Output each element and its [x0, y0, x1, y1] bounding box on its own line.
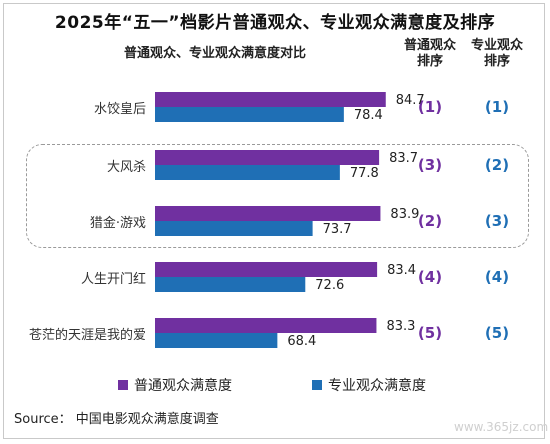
rank-pro: (4): [484, 268, 510, 286]
value-label-general: 83.9: [390, 207, 419, 222]
rank-general: (3): [417, 156, 443, 174]
bar-pro: [155, 277, 306, 292]
category-label: 大风杀: [106, 160, 146, 175]
subtitle-text: 普通观众、专业观众满意度对比: [123, 46, 306, 61]
legend-label-general: 普通观众满意度: [134, 378, 232, 394]
value-label-general: 84.7: [396, 93, 425, 108]
rank-pro: (1): [484, 98, 510, 116]
general-rank-header-line2: 排序: [416, 54, 443, 69]
bar-general: [155, 318, 377, 333]
pro-rank-header: 专业观众 排序: [457, 38, 537, 70]
bar-general: [155, 206, 381, 221]
bar-pro: [155, 107, 344, 122]
chart-frame: [3, 3, 545, 439]
chart-subtitle: 普通观众、专业观众满意度对比: [95, 46, 335, 62]
chart-title: 2025年“五一”档影片普通观众、专业观众满意度及排序: [54, 13, 496, 33]
general-rank-header: 普通观众 排序: [390, 38, 470, 70]
rank-pro: (3): [484, 212, 510, 230]
rank-general: (1): [417, 98, 443, 116]
value-label-pro: 73.7: [323, 222, 352, 237]
pro-rank-header-line1: 专业观众: [470, 38, 523, 53]
legend-item-general: 普通观众满意度: [118, 375, 232, 395]
bar-pro: [155, 165, 340, 180]
rank-general: (4): [417, 268, 443, 286]
category-label: 水饺皇后: [93, 102, 146, 117]
source-note: Source： 中国电影观众满意度调查: [14, 412, 219, 427]
category-label: 人生开门红: [80, 272, 146, 287]
bar-general: [155, 262, 378, 277]
highlight-dashed-box: [26, 144, 529, 248]
value-label-pro: 72.6: [315, 278, 344, 293]
value-label-pro: 77.8: [350, 166, 379, 181]
rank-pro: (5): [484, 324, 510, 342]
pro-rank-header-line2: 排序: [483, 54, 510, 69]
value-label-general: 83.3: [386, 319, 415, 334]
watermark: www.365jz.com: [454, 420, 549, 434]
bar-general: [155, 150, 380, 165]
bar-pro: [155, 333, 278, 348]
legend-item-pro: 专业观众满意度: [312, 375, 426, 395]
value-label-general: 83.7: [389, 151, 418, 166]
legend-swatch-general: [118, 380, 128, 390]
rank-pro: (2): [484, 156, 510, 174]
category-label: 猎金·游戏: [89, 216, 146, 231]
legend-label-pro: 专业观众满意度: [328, 378, 426, 394]
rank-general: (5): [417, 324, 443, 342]
rank-general: (2): [417, 212, 443, 230]
bar-pro: [155, 221, 313, 236]
value-label-pro: 78.4: [354, 108, 383, 123]
category-label: 苍茫的天涯是我的爱: [28, 328, 146, 343]
legend-swatch-pro: [312, 380, 322, 390]
value-label-pro: 68.4: [287, 334, 316, 349]
general-rank-header-line1: 普通观众: [403, 38, 456, 53]
value-label-general: 83.4: [387, 263, 416, 278]
bar-general: [155, 92, 386, 107]
